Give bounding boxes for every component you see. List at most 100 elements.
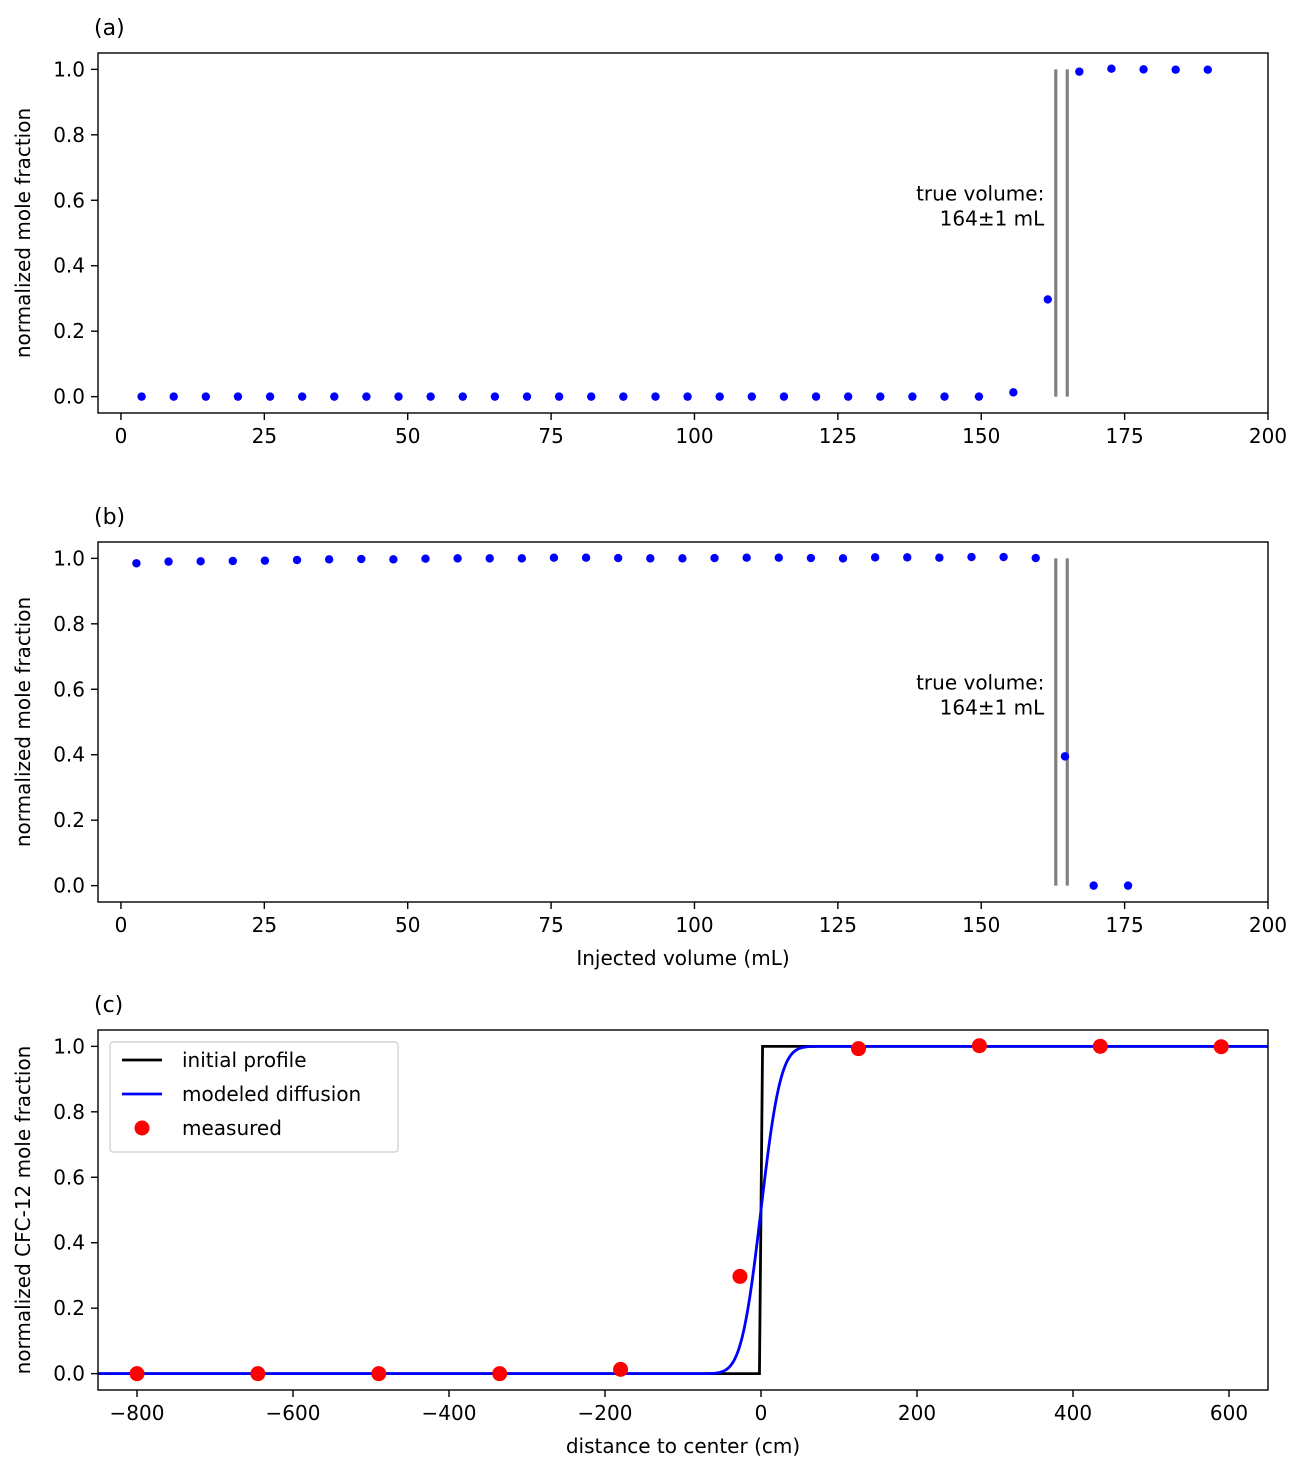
panel-a: (a) 0 25 50 75 100 125 150 175 200 0.0 0.2 0.4 0.6 0.8… — [11, 16, 1287, 448]
data-point — [490, 392, 500, 401]
panel-label: (c) — [94, 993, 123, 1018]
data-point — [1075, 67, 1084, 76]
data-point — [940, 392, 949, 401]
x-axis-label: Injected volume (mL) — [576, 946, 789, 970]
x-tick-label: 25 — [252, 913, 277, 937]
data-point — [1123, 881, 1133, 890]
data-point — [426, 392, 435, 401]
data-point — [421, 554, 430, 563]
x-tick-label: 400 — [1054, 1401, 1092, 1425]
y-tick-label: 0.6 — [53, 1165, 85, 1189]
data-point — [581, 553, 591, 562]
data-point — [357, 554, 366, 564]
data-point — [999, 552, 1008, 562]
x-tick-label: 0 — [755, 1401, 768, 1425]
data-point — [876, 392, 885, 401]
data-point — [458, 392, 467, 401]
data-point — [838, 554, 848, 563]
y-tick-label: 1.0 — [53, 546, 85, 570]
y-tick-label: 0.2 — [53, 808, 85, 832]
data-point — [1089, 881, 1098, 890]
measured-point — [732, 1268, 748, 1284]
y-tick-label: 0.4 — [53, 1231, 85, 1255]
x-tick-label: 0 — [115, 913, 128, 937]
axes-frame — [97, 1029, 1269, 1391]
x-tick-label: 150 — [962, 913, 1000, 937]
data-point — [196, 557, 205, 566]
x-tick-label: 100 — [675, 913, 713, 937]
y-tick-label: 0.4 — [53, 743, 85, 767]
data-point — [1203, 65, 1212, 74]
data-point — [715, 392, 724, 401]
data-point — [549, 553, 559, 562]
data-point — [169, 392, 178, 401]
data-point — [811, 392, 821, 401]
x-tick-label: 600 — [1210, 1401, 1248, 1425]
x-tick-label: 75 — [538, 913, 563, 937]
x-tick-label: 25 — [252, 424, 277, 448]
y-tick-label: 0.0 — [53, 385, 85, 409]
x-tick-label: 175 — [1106, 913, 1144, 937]
measured-point — [129, 1366, 145, 1382]
measured-point — [1092, 1038, 1108, 1054]
x-tick-label: −600 — [266, 1401, 321, 1425]
x-tick-label: 125 — [819, 424, 857, 448]
data-point — [394, 392, 403, 401]
data-point — [870, 553, 880, 562]
legend-marker-measured — [134, 1120, 150, 1136]
plot-area — [98, 1038, 1268, 1382]
data-point — [228, 556, 237, 566]
axes-frame — [97, 541, 1269, 903]
y-axis-label: normalized CFC-12 mole fraction — [11, 1046, 35, 1375]
data-point — [678, 554, 687, 563]
data-point — [1009, 388, 1018, 397]
data-point — [330, 392, 339, 401]
y-tick-label: 0.6 — [53, 677, 85, 701]
data-point — [683, 392, 692, 401]
x-tick-label: 200 — [1249, 913, 1287, 937]
y-tick-label: 0.8 — [53, 612, 85, 636]
y-tick-label: 1.0 — [53, 1034, 85, 1058]
legend-label: measured — [182, 1116, 282, 1140]
x-tick-label: 75 — [538, 424, 563, 448]
annotation-text: true volume: — [916, 670, 1044, 694]
data-point — [554, 392, 564, 401]
data-point — [389, 555, 398, 564]
plot-area — [137, 64, 1212, 401]
data-point — [485, 554, 494, 563]
axes-frame — [97, 52, 1269, 414]
x-axis-label: distance to center (cm) — [566, 1434, 800, 1458]
measured-point — [971, 1038, 987, 1054]
legend-box — [109, 1041, 399, 1153]
data-point — [260, 556, 270, 565]
measured-point — [371, 1366, 387, 1382]
x-tick-label: 175 — [1106, 424, 1144, 448]
data-point — [619, 392, 628, 401]
data-point — [908, 392, 917, 401]
annotation-text: 164±1 mL — [940, 695, 1045, 719]
y-tick-label: 1.0 — [53, 57, 85, 81]
legend-label: modeled diffusion — [182, 1082, 361, 1106]
legend-label: initial profile — [182, 1048, 307, 1072]
data-point — [774, 553, 783, 562]
data-point — [453, 554, 462, 563]
data-point — [265, 392, 275, 401]
y-tick-label: 0.4 — [53, 254, 85, 278]
data-point — [522, 392, 532, 401]
measured-point — [250, 1366, 266, 1382]
x-tick-label: 50 — [395, 424, 420, 448]
panel-label: (b) — [94, 505, 125, 530]
measured-point — [492, 1366, 508, 1382]
y-axis-label: normalized mole fraction — [11, 108, 35, 358]
y-tick-label: 0.8 — [53, 123, 85, 147]
data-point — [362, 392, 371, 401]
y-axis-label: normalized mole fraction — [11, 597, 35, 847]
data-point — [297, 392, 307, 401]
data-point — [974, 392, 984, 401]
data-point — [324, 555, 334, 564]
panel-label: (a) — [94, 16, 125, 41]
y-tick-label: 0.0 — [53, 874, 85, 898]
data-point — [137, 392, 146, 401]
y-tick-label: 0.0 — [53, 1362, 85, 1386]
data-point — [201, 392, 211, 401]
